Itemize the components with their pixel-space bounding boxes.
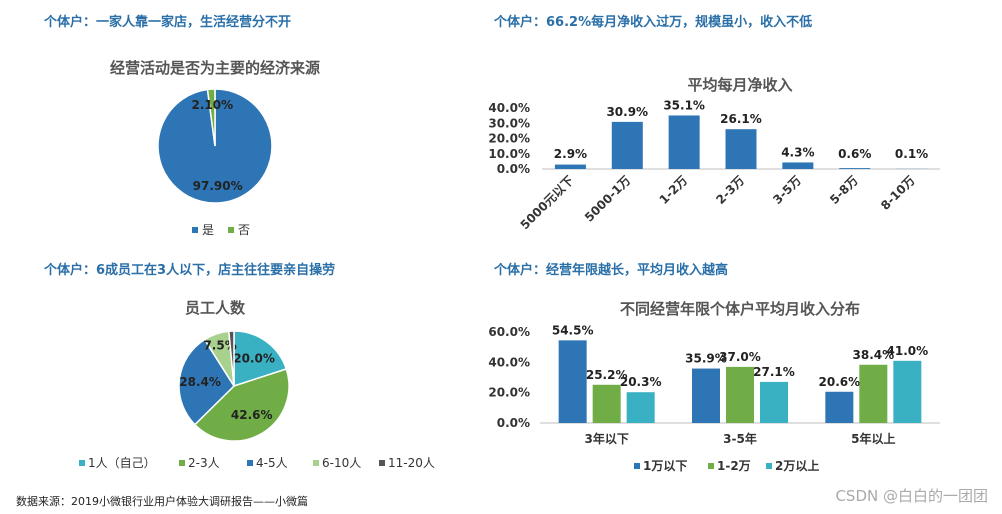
bar2-ytick-2: 40.0% bbox=[488, 355, 530, 369]
bar1-value-label-6: 0.1% bbox=[895, 147, 928, 161]
heading-top-left: 个体户：一家人靠一家店，生活经营分不开 bbox=[44, 15, 292, 30]
bar1-value-label-2: 35.1% bbox=[663, 98, 705, 112]
watermark: CSDN @白白的一团团 bbox=[835, 487, 988, 505]
bar2-category-label-2: 5年以上 bbox=[851, 431, 895, 446]
pie1-slice-label-0: 97.90% bbox=[193, 179, 243, 193]
bar1-ytick-0: 0.0% bbox=[497, 162, 530, 176]
bar2-bar-2-1 bbox=[859, 364, 888, 423]
bar2-legend-swatch-1 bbox=[708, 463, 714, 469]
bar2-legend-swatch-2 bbox=[766, 463, 772, 469]
pie1-legend-label-1: 否 bbox=[238, 223, 250, 237]
pie2-legend-swatch-3 bbox=[313, 460, 319, 466]
bar2-bar-0-1 bbox=[592, 384, 621, 423]
pie1-title: 经营活动是否为主要的经济来源 bbox=[109, 59, 320, 77]
pie2-slice-label-1: 42.6% bbox=[231, 408, 273, 422]
bar2-title: 不同经营年限个体户平均月收入分布 bbox=[619, 300, 860, 318]
bar2-bar-2-0 bbox=[825, 391, 854, 423]
heading-bottom-left: 个体户：6成员工在3人以下，店主往往要亲自操劳 bbox=[44, 263, 336, 278]
bar2-category-label-1: 3-5年 bbox=[723, 431, 757, 446]
bar2-bar-1-2 bbox=[760, 381, 788, 423]
pie2-legend-swatch-2 bbox=[247, 460, 253, 466]
bar2-category-label-0: 3年以下 bbox=[584, 431, 628, 446]
heading-bottom-right: 个体户：经营年限越长，平均月收入越高 bbox=[494, 263, 729, 278]
bar2-ytick-1: 20.0% bbox=[488, 386, 530, 400]
bar2-bar-0-2 bbox=[626, 392, 655, 423]
bar1-value-label-5: 0.6% bbox=[838, 147, 871, 161]
bar2-value-label-1-1: 37.0% bbox=[719, 350, 761, 364]
bar2-value-label-2-1: 38.4% bbox=[853, 348, 895, 362]
bar1-value-label-1: 30.9% bbox=[606, 105, 648, 119]
bar1-ytick-1: 10.0% bbox=[488, 147, 530, 161]
pie2-slice-0 bbox=[233, 330, 288, 388]
bar1-ytick-3: 30.0% bbox=[488, 116, 530, 130]
pie1-legend-swatch-0 bbox=[192, 227, 198, 233]
bar2-legend-label-2: 2万以上 bbox=[775, 458, 819, 473]
pie2-slice-label-3: 7.5% bbox=[203, 338, 236, 352]
pie2-legend-swatch-0 bbox=[79, 460, 85, 466]
bar2-legend-label-0: 1万以下 bbox=[643, 459, 687, 473]
bar2-ytick-3: 60.0% bbox=[488, 325, 530, 339]
pie2-slice-2 bbox=[178, 338, 235, 426]
bar1-bar-1 bbox=[611, 121, 643, 169]
bar1-bar-2 bbox=[668, 115, 700, 169]
pie2-slice-1 bbox=[193, 368, 290, 442]
pie2-slice-4 bbox=[228, 330, 235, 387]
bar1-value-label-3: 26.1% bbox=[720, 112, 762, 126]
pie2-title: 员工人数 bbox=[184, 299, 245, 317]
pie1-slice-label-1: 2.10% bbox=[191, 98, 233, 112]
bar2-value-label-2-2: 41.0% bbox=[887, 344, 929, 358]
bar2-value-label-0-2: 20.3% bbox=[620, 375, 662, 389]
bar1-title: 平均每月净收入 bbox=[687, 76, 793, 94]
bar1-ytick-2: 20.0% bbox=[488, 132, 530, 146]
bar2-value-label-2-0: 20.6% bbox=[819, 375, 861, 389]
bar2-value-label-1-0: 35.9% bbox=[685, 352, 727, 366]
pie2-legend-label-3: 6-10人 bbox=[322, 456, 361, 470]
bar1-ytick-4: 40.0% bbox=[488, 101, 530, 115]
bar2-legend-label-1: 1-2万 bbox=[717, 459, 751, 473]
bar1-value-label-0: 2.9% bbox=[554, 147, 587, 161]
pie2-legend-label-2: 4-5人 bbox=[256, 456, 288, 470]
bar2-legend-swatch-0 bbox=[634, 463, 640, 469]
bar1-bar-5 bbox=[839, 168, 871, 169]
bar1-bar-0 bbox=[554, 164, 586, 169]
pie2-legend-swatch-1 bbox=[179, 460, 185, 466]
bar1-bar-4 bbox=[782, 162, 814, 169]
bar2-bar-2-2 bbox=[893, 360, 922, 423]
pie2-slice-label-2: 28.4% bbox=[179, 375, 221, 389]
pie2-legend-swatch-4 bbox=[379, 460, 385, 466]
pie1-legend-swatch-1 bbox=[228, 227, 234, 233]
bar2-bar-1-0 bbox=[692, 368, 720, 423]
pie2-legend-label-4: 11-20人 bbox=[388, 456, 435, 470]
data-source-footer: 数据来源：2019小微银行业用户体验大调研报告——小微篇 bbox=[16, 495, 308, 508]
pie1-slice-1 bbox=[206, 88, 216, 147]
bar2-value-label-1-2: 27.1% bbox=[753, 365, 795, 379]
bar2-value-label-0-0: 54.5% bbox=[552, 323, 594, 337]
pie2-legend-label-0: 1人（自己） bbox=[88, 456, 156, 470]
pie1-legend-label-0: 是 bbox=[202, 223, 214, 237]
bar2-bar-0-0 bbox=[558, 340, 587, 423]
bar2-bar-1-1 bbox=[726, 366, 754, 423]
pie2-legend-label-1: 2-3人 bbox=[188, 456, 220, 470]
bar2-ytick-0: 0.0% bbox=[497, 416, 530, 430]
pie2-slice-label-0: 20.0% bbox=[233, 351, 275, 365]
bar1-bar-3 bbox=[725, 129, 757, 169]
heading-top-right: 个体户：66.2%每月净收入过万，规模虽小，收入不低 bbox=[494, 15, 813, 30]
bar2-value-label-0-1: 25.2% bbox=[586, 368, 628, 382]
bar1-value-label-4: 4.3% bbox=[781, 145, 814, 159]
